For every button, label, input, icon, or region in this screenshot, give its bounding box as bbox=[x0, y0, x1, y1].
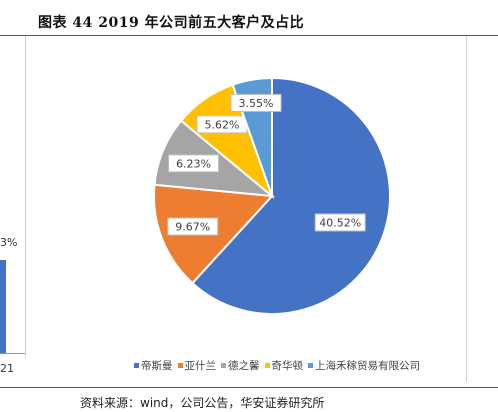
legend-item: 奇华顿 bbox=[264, 358, 304, 373]
right-panel-border bbox=[466, 36, 467, 382]
legend-label: 亚什兰 bbox=[184, 360, 217, 372]
legend-item: 亚什兰 bbox=[177, 358, 217, 373]
legend-swatch bbox=[177, 363, 183, 368]
svg-text:6.23%: 6.23% bbox=[176, 157, 211, 170]
left-fragment-axis bbox=[0, 353, 25, 354]
legend-label: 上海禾稼贸易有限公司 bbox=[315, 360, 420, 372]
pie-slice bbox=[191, 76, 391, 315]
slice-data-label: 5.62% bbox=[196, 115, 248, 134]
legend-label: 帝斯曼 bbox=[141, 360, 173, 372]
left-fragment-top-label: 3% bbox=[0, 236, 18, 249]
svg-text:3.55%: 3.55% bbox=[239, 97, 274, 110]
legend-swatch bbox=[221, 363, 226, 368]
legend-item: 帝斯曼 bbox=[134, 358, 173, 373]
bottom-rule bbox=[0, 387, 498, 388]
svg-text:9.67%: 9.67% bbox=[175, 221, 210, 234]
slice-data-label: 40.52% bbox=[314, 213, 366, 232]
svg-text:40.52%: 40.52% bbox=[319, 216, 361, 229]
slice-data-label: 6.23% bbox=[168, 154, 220, 173]
legend-item: 德之馨 bbox=[221, 358, 260, 373]
legend-swatch bbox=[134, 363, 139, 368]
chart-legend: 帝斯曼 亚什兰 德之馨 奇华顿 上海禾稼贸易有限公司 bbox=[92, 358, 462, 373]
top-rule bbox=[0, 35, 498, 36]
left-fragment-bar bbox=[0, 260, 6, 353]
legend-item: 上海禾稼贸易有限公司 bbox=[308, 358, 420, 373]
svg-text:5.62%: 5.62% bbox=[205, 118, 240, 131]
figure-title: 图表 44 2019 年公司前五大客户及占比 bbox=[38, 15, 305, 31]
legend-swatch bbox=[264, 363, 270, 368]
source-note: 资料来源：wind，公司公告，华安证券研究所 bbox=[80, 396, 325, 410]
slice-data-label: 3.55% bbox=[230, 93, 282, 112]
slice-data-label: 9.67% bbox=[167, 217, 219, 236]
left-fragment-bottom-label: 21 bbox=[0, 362, 14, 375]
left-panel-border bbox=[25, 36, 26, 358]
legend-label: 德之馨 bbox=[228, 360, 260, 372]
legend-swatch bbox=[308, 363, 313, 368]
legend-label: 奇华顿 bbox=[271, 360, 304, 372]
